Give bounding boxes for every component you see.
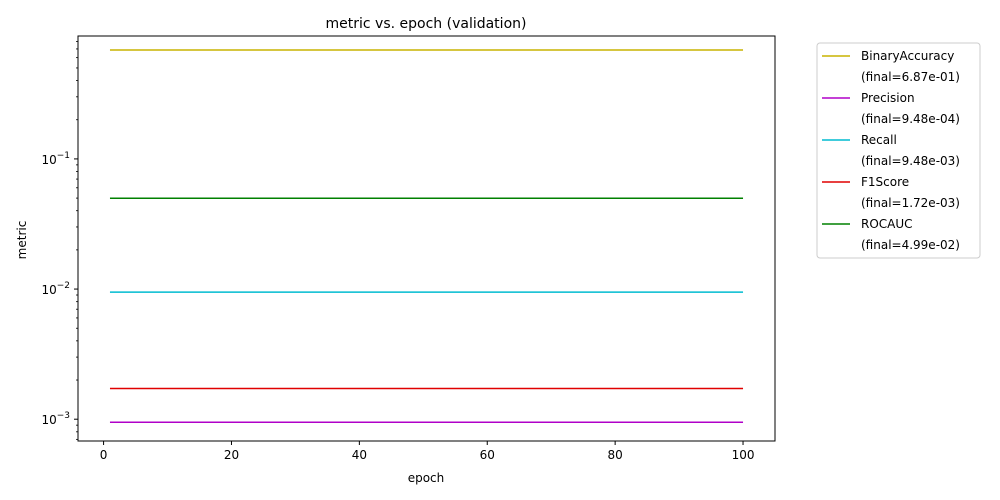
legend-label: Recall [861, 133, 897, 147]
legend-frame [816, 42, 981, 259]
y-tick-label: 10−2 [41, 281, 70, 297]
legend-label: Precision [861, 91, 915, 105]
y-tick-label: 10−1 [41, 151, 70, 167]
x-tick-label: 60 [480, 448, 495, 462]
x-axis: 0 20 40 60 80 100 [100, 441, 755, 462]
x-tick-label: 0 [100, 448, 108, 462]
chart-title: metric vs. epoch (validation) [326, 16, 527, 32]
x-axis-label: epoch [408, 471, 445, 485]
x-tick-label: 40 [352, 448, 367, 462]
legend-final-value: (final=1.72e-03) [861, 196, 960, 210]
legend-label: BinaryAccuracy [861, 49, 954, 63]
legend-final-value: (final=9.48e-03) [861, 154, 960, 168]
legend-final-value: (final=9.48e-04) [861, 112, 960, 126]
y-axis: 10−3 10−2 10−1 [41, 40, 78, 440]
x-tick-label: 20 [224, 448, 239, 462]
legend-label: F1Score [861, 175, 909, 189]
y-axis-label: metric [15, 221, 29, 260]
x-tick-label: 100 [732, 448, 755, 462]
series-lines [109, 49, 744, 423]
legend-label: ROCAUC [861, 217, 913, 231]
plot-area [77, 35, 776, 442]
legend: BinaryAccuracy (final=6.87e-01) Precision (… [816, 42, 981, 259]
x-tick-label: 80 [607, 448, 622, 462]
legend-final-value: (final=6.87e-01) [861, 70, 960, 84]
y-tick-label: 10−3 [41, 411, 70, 427]
legend-final-value: (final=4.99e-02) [861, 238, 960, 252]
